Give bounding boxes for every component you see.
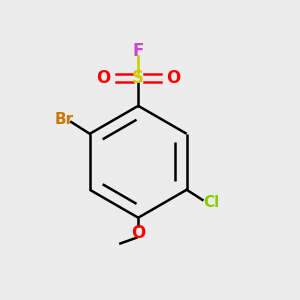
Text: O: O [167,69,181,87]
Text: S: S [132,69,144,87]
Text: O: O [131,224,145,242]
Text: F: F [133,42,144,60]
Text: O: O [96,69,110,87]
Text: Cl: Cl [203,195,219,210]
Text: Br: Br [54,112,74,127]
